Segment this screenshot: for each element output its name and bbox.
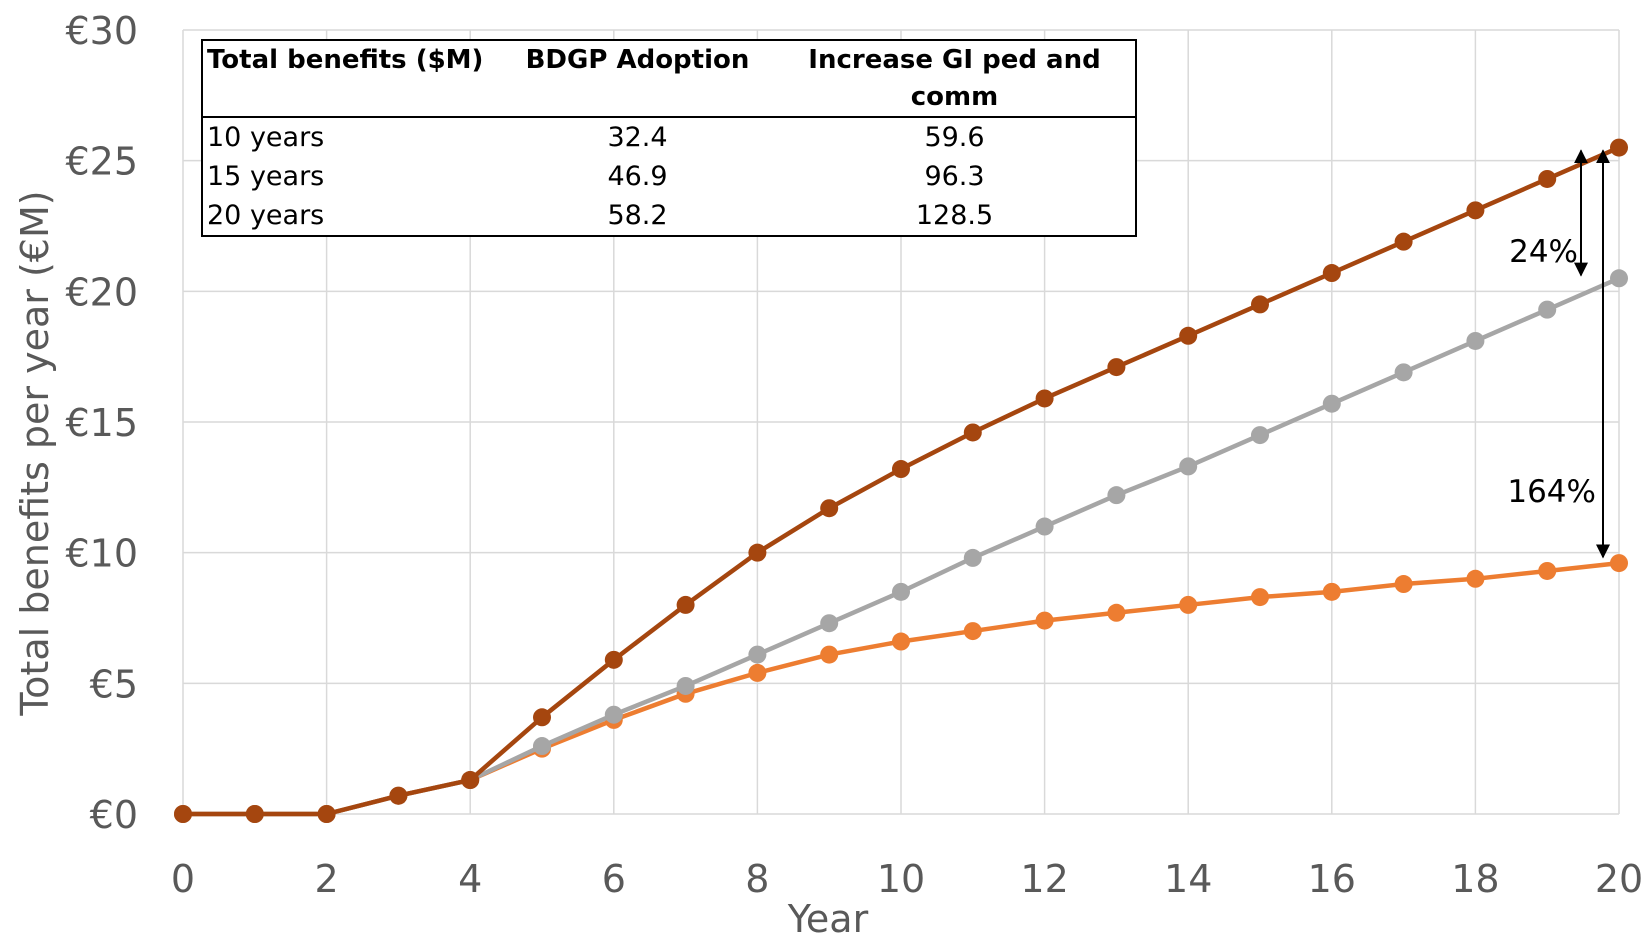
data-point — [1538, 561, 1557, 580]
data-point — [604, 650, 623, 669]
data-point — [963, 423, 982, 442]
y-tick-label: €0 — [90, 793, 138, 837]
data-point — [1251, 588, 1269, 607]
data-point — [1322, 582, 1341, 601]
data-point — [1394, 232, 1413, 251]
x-axis-title: Year — [787, 897, 869, 940]
y-tick-labels: €0 €5 €10 €15 €20 €25 €30 — [65, 9, 138, 837]
table-header-row: Total benefits ($M) BDGP Adoption Increa… — [202, 40, 1136, 118]
data-point — [1035, 611, 1054, 630]
table-cell: 59.6 — [924, 122, 985, 153]
y-tick-label: €20 — [65, 270, 138, 314]
data-point — [1251, 426, 1269, 445]
data-point — [461, 771, 480, 790]
data-point — [1394, 575, 1413, 594]
annotation-164: 164% — [1507, 474, 1596, 510]
table-cell: 20 years — [207, 200, 325, 231]
table-cell: 15 years — [207, 161, 325, 192]
data-point — [1466, 569, 1485, 588]
data-point — [1322, 264, 1341, 283]
table-header-cell: BDGP Adoption — [501, 40, 774, 118]
table-cell: 10 years — [207, 122, 325, 153]
y-tick-label: €15 — [65, 401, 138, 445]
data-point — [389, 786, 408, 805]
data-point — [963, 622, 982, 641]
data-point — [1251, 295, 1269, 314]
data-point — [1179, 326, 1198, 345]
y-tick-label: €5 — [90, 662, 138, 706]
data-point — [1179, 457, 1198, 476]
data-point — [174, 805, 192, 823]
x-tick-label: 16 — [1308, 857, 1356, 901]
data-point — [676, 676, 695, 695]
data-point — [748, 543, 767, 562]
data-point — [820, 499, 839, 518]
table-row: 15 years 46.9 96.3 — [202, 157, 1136, 196]
data-point — [1538, 169, 1557, 188]
x-tick-label: 18 — [1451, 857, 1499, 901]
x-tick-labels: 0 2 4 6 8 10 12 14 16 18 20 — [171, 857, 1643, 901]
x-tick-label: 2 — [315, 857, 339, 901]
data-point — [820, 614, 839, 633]
data-point — [1610, 269, 1628, 288]
data-point — [748, 645, 767, 664]
x-tick-label: 4 — [458, 857, 482, 901]
data-point — [963, 548, 982, 567]
data-point — [1035, 389, 1054, 408]
annotation-24: 24% — [1509, 234, 1578, 270]
x-tick-label: 20 — [1595, 857, 1643, 901]
data-point — [1035, 517, 1054, 536]
x-tick-label: 8 — [745, 857, 769, 901]
table-header-cell: Increase GI ped and comm — [774, 40, 1136, 118]
data-point — [533, 737, 551, 756]
y-axis-title: Total benefits per year (€M) — [13, 190, 57, 716]
table-cell: 46.9 — [607, 161, 668, 192]
data-point — [1610, 554, 1628, 573]
table-row: 20 years 58.2 128.5 — [202, 196, 1136, 236]
data-point — [676, 595, 695, 614]
x-tick-label: 14 — [1164, 857, 1212, 901]
data-point — [1466, 201, 1485, 220]
x-tick-label: 6 — [602, 857, 626, 901]
annotations: 24% 164% — [1507, 149, 1610, 559]
data-point — [892, 460, 910, 479]
data-point — [892, 632, 910, 651]
table-cell: 128.5 — [915, 200, 994, 231]
data-point — [1107, 486, 1126, 505]
data-point — [1107, 358, 1126, 377]
table-cell: 96.3 — [924, 161, 985, 192]
table-cell: 32.4 — [607, 122, 668, 153]
y-tick-label: €30 — [65, 9, 138, 53]
data-point — [317, 805, 336, 823]
table-cell: 58.2 — [607, 200, 668, 231]
x-tick-label: 12 — [1020, 857, 1068, 901]
table-row: 10 years 32.4 59.6 — [202, 117, 1136, 157]
summary-table: Total benefits ($M) BDGP Adoption Increa… — [201, 39, 1137, 237]
data-point — [748, 663, 767, 682]
y-tick-label: €10 — [65, 532, 138, 576]
data-point — [1610, 138, 1628, 157]
data-point — [892, 582, 910, 601]
x-tick-label: 0 — [171, 857, 195, 901]
data-point — [1322, 394, 1341, 413]
data-point — [1466, 331, 1485, 350]
data-point — [1538, 300, 1557, 319]
series-layer — [174, 138, 1628, 823]
data-point — [1394, 363, 1413, 382]
series-0 — [174, 138, 1628, 823]
data-point — [604, 705, 623, 724]
table-header-cell: Total benefits ($M) — [202, 40, 501, 118]
data-point — [245, 805, 264, 823]
x-tick-label: 10 — [877, 857, 925, 901]
data-point — [533, 708, 551, 727]
data-point — [820, 645, 839, 664]
y-tick-label: €25 — [65, 140, 138, 184]
data-point — [1179, 595, 1198, 614]
data-point — [1107, 603, 1126, 622]
